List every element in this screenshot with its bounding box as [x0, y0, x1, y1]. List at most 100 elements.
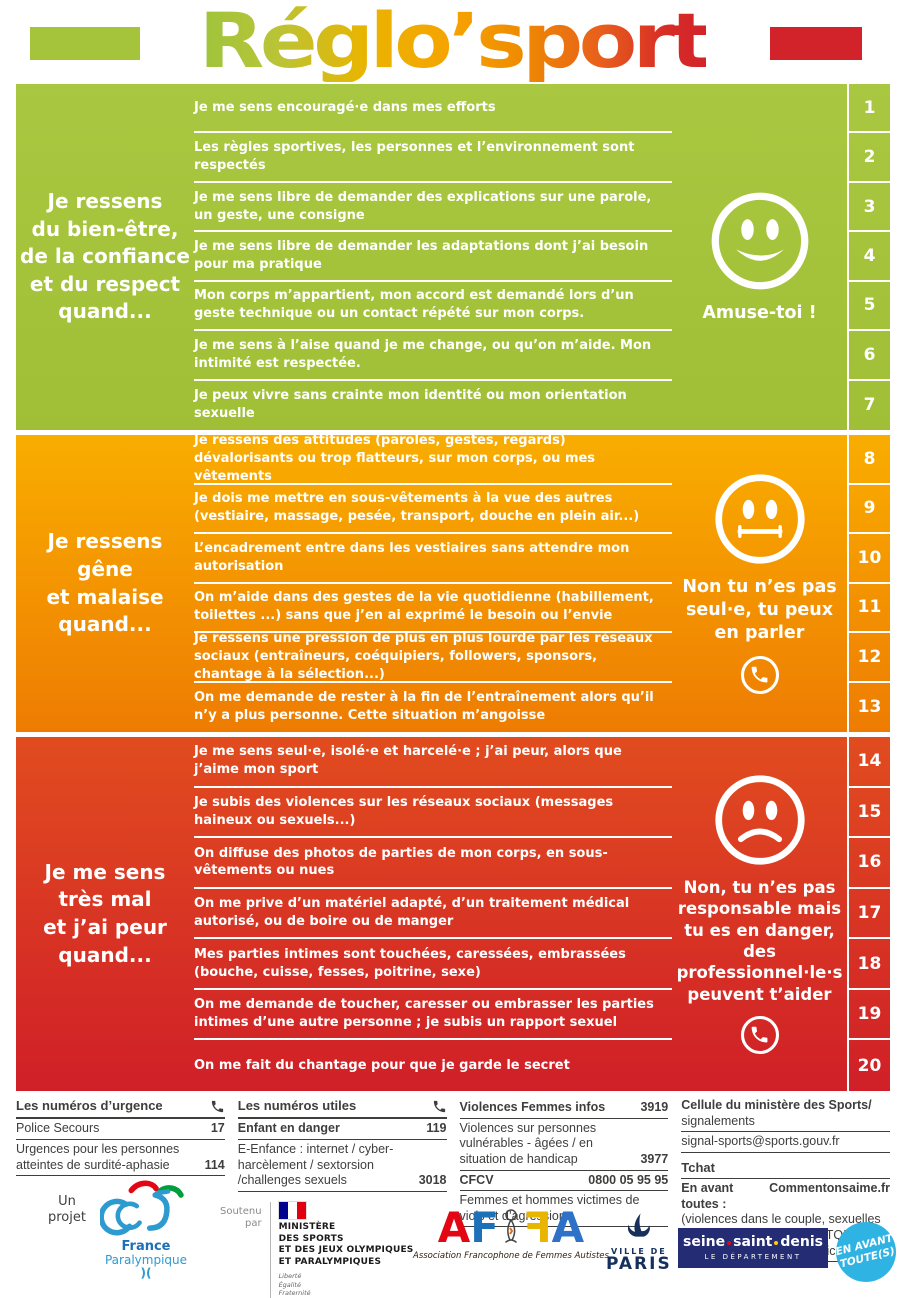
section-side-message: Amuse-toi !	[672, 84, 847, 430]
statement-row: On me demande de rester à la fin de l’en…	[194, 682, 890, 732]
statement-text: Je me sens seul·e, isolé·e et harcelé·e …	[194, 744, 622, 778]
seine-saint-denis-logo: seine saint denis LE DÉPARTEMENT	[678, 1228, 828, 1268]
phone-circle-icon	[740, 655, 779, 694]
statement-text: Je ressens une pression de plus en plus …	[194, 630, 653, 682]
row-number: 15	[847, 787, 890, 839]
section-tres-mal: Je me sens très mal et j’ai peur quand..…	[16, 737, 890, 1092]
statement-row: Je ressens des attitudes (paroles, geste…	[194, 432, 890, 485]
tchat-header: Tchat	[681, 1160, 890, 1180]
footer-entry: CFCV 0800 05 95 95	[459, 1171, 669, 1192]
statement-row: Je ressens une pression de plus en plus …	[194, 630, 890, 683]
row-number: 17	[847, 888, 890, 940]
footer-col-header: Les numéros d’urgence	[16, 1098, 163, 1113]
section-gene-malaise: Je ressens gêne et malaise quand... Je r…	[16, 432, 890, 732]
statement-row: Je dois me mettre en sous-vêtements à la…	[194, 484, 890, 534]
statement-row: Les règles sportives, les personnes et l…	[194, 133, 890, 183]
statement-row: Je peux vivre sans crainte mon identité …	[194, 380, 890, 430]
partner-logos: Un projet France Paralympique )( Soutenu…	[0, 1178, 906, 1298]
statement-row: Mon corps m’appartient, mon accord est d…	[194, 281, 890, 332]
footer-col-header: Les numéros utiles	[237, 1098, 357, 1113]
statement-row: Je me sens encouragé·e dans mes efforts 1	[194, 84, 890, 134]
statement-row: Je subis des violences sur les réseaux s…	[194, 787, 890, 839]
separator-dot	[727, 1240, 732, 1245]
header-red-bar	[770, 27, 862, 60]
row-number: 2	[847, 133, 890, 183]
french-flag-icon	[277, 1201, 307, 1220]
france-paralympique-logo: France Paralympique )(	[96, 1178, 196, 1279]
neutral-face-icon	[714, 474, 805, 565]
section-bien-etre: Je ressens du bien-être, de la confiance…	[16, 84, 890, 430]
en-avant-toutes-badge: EN AVANT TOUTE(S)	[829, 1215, 903, 1289]
row-number: 8	[847, 435, 890, 485]
footer-col-urgence: Les numéros d’urgence Police Secours 17 U…	[16, 1098, 225, 1262]
statement-row: Je me sens libre de demander des explica…	[194, 182, 890, 233]
footer-entry: E-Enfance : internet / cyber-harcèlement…	[237, 1140, 447, 1192]
statement-text: On me demande de toucher, caresser ou em…	[194, 997, 654, 1031]
row-number: 13	[847, 682, 890, 732]
row-number: 18	[847, 939, 890, 990]
chat-service-label: En avant toutes :	[681, 1181, 734, 1211]
statement-row: On me demande de toucher, caresser ou em…	[194, 989, 890, 1041]
statement-text: On diffuse des photos de parties de mon …	[194, 845, 608, 879]
page-title: Réglo’sport	[199, 0, 711, 85]
separator-dot	[774, 1240, 779, 1245]
side-message-text: Amuse-toi !	[702, 303, 817, 324]
statement-row: Je me sens seul·e, isolé·e et harcelé·e …	[194, 737, 890, 788]
statement-text: On me fait du chantage pour que je garde…	[194, 1057, 570, 1073]
statement-row: Je me sens libre de demander les adaptat…	[194, 232, 890, 282]
section-label: Je ressens du bien-être, de la confiance…	[20, 189, 190, 324]
section-label: Je me sens très mal et j’ai peur quand..…	[43, 859, 167, 967]
chat-service-site[interactable]: Commentonsaime.fr	[769, 1181, 890, 1196]
row-number: 1	[847, 84, 890, 134]
section-label: Je ressens gêne et malaise quand...	[46, 529, 164, 637]
phone-icon	[211, 1101, 223, 1113]
row-number: 3	[847, 182, 890, 233]
side-message-text: Non tu n’es pas seul·e, tu peux en parle…	[682, 577, 837, 643]
statement-row: On m’aide dans des gestes de la vie quot…	[194, 583, 890, 633]
footer-entry: Enfant en danger 119	[237, 1119, 447, 1140]
footer-entry: Urgences pour les personnes atteintes de…	[16, 1140, 225, 1177]
ministere-name: MINISTÈRE DES SPORTS ET DES JEUX OLYMPIQ…	[278, 1222, 414, 1268]
affa-caption: Association Francophone de Femmes Autist…	[413, 1251, 609, 1261]
statement-text: Mes parties intimes sont touchées, cares…	[194, 946, 626, 980]
row-number: 19	[847, 989, 890, 1041]
row-number: 10	[847, 534, 890, 584]
footer-entry: Police Secours 17	[16, 1119, 225, 1140]
statement-text: L’encadrement entre dans les vestiaires …	[194, 540, 630, 574]
statement-row: L’encadrement entre dans les vestiaires …	[194, 534, 890, 584]
signal-email[interactable]: signal-sports@sports.gouv.fr	[681, 1132, 890, 1153]
footer-entry: Violences sur personnes vulnérables - âg…	[459, 1119, 669, 1171]
statement-text: Je subis des violences sur les réseaux s…	[194, 794, 614, 828]
footer-col-utiles: Les numéros utiles Enfant en danger 119 E…	[237, 1098, 447, 1262]
side-message-text: Non, tu n’es pas responsable mais tu es …	[676, 877, 843, 1004]
ministere-logo: Soutenu par MINISTÈRE DES SPORTS ET DES …	[220, 1201, 414, 1298]
paralympique-emblem-icon	[98, 1180, 184, 1236]
statement-text: On me demande de rester à la fin de l’en…	[194, 690, 654, 724]
statement-row: Je me sens à l’aise quand je me change, …	[194, 331, 890, 381]
row-number: 9	[847, 484, 890, 534]
statement-text: Je ressens des attitudes (paroles, geste…	[194, 432, 596, 484]
row-number: 12	[847, 633, 890, 683]
row-number: 11	[847, 583, 890, 633]
ville-de-paris-logo: VILLE DE PARIS	[606, 1212, 672, 1273]
sad-face-icon	[714, 775, 805, 865]
project-label: Un projet	[48, 1194, 86, 1226]
soutenu-par-label: Soutenu par	[220, 1206, 262, 1229]
statement-text: Je me sens encouragé·e dans mes efforts	[194, 99, 496, 115]
row-number: 4	[847, 232, 890, 282]
row-number: 16	[847, 838, 890, 889]
row-number: 5	[847, 281, 890, 332]
statement-text: On me prive d’un matériel adapté, d’un t…	[194, 896, 630, 930]
section-side-message: Non tu n’es pas seul·e, tu peux en parle…	[672, 435, 847, 732]
phone-icon	[433, 1101, 445, 1113]
devise-text: Liberté Égalité Fraternité	[278, 1271, 311, 1298]
statement-text: Les règles sportives, les personnes et l…	[194, 140, 635, 174]
statement-text: Je dois me mettre en sous-vêtements à la…	[194, 491, 640, 525]
header-green-bar	[30, 27, 140, 60]
row-number: 7	[847, 380, 890, 430]
row-number: 6	[847, 331, 890, 381]
statement-text: Je me sens libre de demander des explica…	[194, 189, 652, 223]
happy-face-icon	[711, 192, 808, 290]
